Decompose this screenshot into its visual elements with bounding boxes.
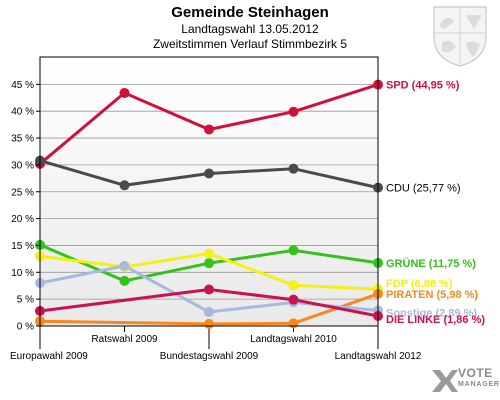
data-point-grüne xyxy=(288,245,299,256)
data-point-spd xyxy=(288,106,299,117)
series-label-die-linke: DIE LINKE (1,86 %) xyxy=(386,314,485,326)
x-tick-label: Bundestagswahl 2009 xyxy=(160,351,259,362)
series-label-spd: SPD (44,95 %) xyxy=(386,80,460,92)
y-tick-label: 35 % xyxy=(11,134,34,145)
series-label-sonstige: Sonstige (2,89 %) xyxy=(386,307,477,319)
y-tick-label: 5 % xyxy=(17,295,34,306)
y-tick-label: 45 % xyxy=(11,80,34,91)
y-tick-label: 25 % xyxy=(11,187,34,198)
x-tick-label: Landtagswahl 2010 xyxy=(250,334,337,345)
vote-manager-logo-line2: MANAGER xyxy=(458,381,500,388)
y-tick-label: 40 % xyxy=(11,107,34,118)
series-labels: SPD (44,95 %) CDU (25,77 %) GRÜNE (11,75 %… xyxy=(386,80,485,326)
coat-of-arms-icon xyxy=(433,6,487,67)
data-point-piraten xyxy=(288,318,299,329)
y-tick-label: 30 % xyxy=(11,160,34,171)
chart-title: Gemeinde Steinhagen xyxy=(171,4,329,21)
series-label-grüne: GRÜNE (11,75 %) xyxy=(386,257,476,270)
y-tick-label: 20 % xyxy=(11,214,34,225)
data-point-grüne xyxy=(119,275,130,286)
y-axis-labels: 0 % 5 % 10 % 15 % 20 % 25 % 30 % 35 % 40 % 45 % xyxy=(11,80,40,333)
chart-subtitle-description: Zweitstimmen Verlauf Stimmbezirk 5 xyxy=(152,37,348,51)
y-tick-label: 15 % xyxy=(11,241,34,252)
chart-subtitle-election: Landtagswahl 13.05.2012 xyxy=(181,22,319,36)
data-point-spd xyxy=(119,87,130,98)
data-point-spd xyxy=(204,124,214,135)
data-point-cdu xyxy=(119,180,130,191)
x-tick-label: Europawahl 2009 xyxy=(10,351,88,362)
vote-manager-logo-icon xyxy=(432,370,458,392)
series-line-die-linke xyxy=(38,288,380,318)
grid-lines xyxy=(40,83,378,300)
series-label-piraten: PIRATEN (5,98 %) xyxy=(386,289,478,301)
data-point-fdp xyxy=(288,280,299,291)
data-point-die-linke xyxy=(204,284,214,295)
data-point-sonstige xyxy=(119,260,130,271)
data-point-sonstige xyxy=(204,307,214,318)
x-tick-label: Ratswahl 2009 xyxy=(91,334,158,345)
y-tick-label: 0 % xyxy=(17,322,34,333)
data-point-die-linke xyxy=(288,294,299,305)
x-tick-label: Landtagswahl 2012 xyxy=(335,351,422,362)
data-point-fdp xyxy=(204,248,214,259)
y-tick-label: 10 % xyxy=(11,268,34,279)
data-point-grüne xyxy=(204,258,214,269)
x-ticks xyxy=(39,326,379,349)
data-point-piraten xyxy=(204,318,214,329)
vote-manager-logo-line1: VOTE xyxy=(458,366,493,380)
vote-manager-logo-text: VOTE MANAGER xyxy=(458,366,500,390)
data-point-cdu xyxy=(288,163,299,174)
series-label-fdp: FDP (6,86 %) xyxy=(386,278,453,290)
series-label-cdu: CDU (25,77 %) xyxy=(386,183,461,195)
data-point-cdu xyxy=(204,168,214,179)
